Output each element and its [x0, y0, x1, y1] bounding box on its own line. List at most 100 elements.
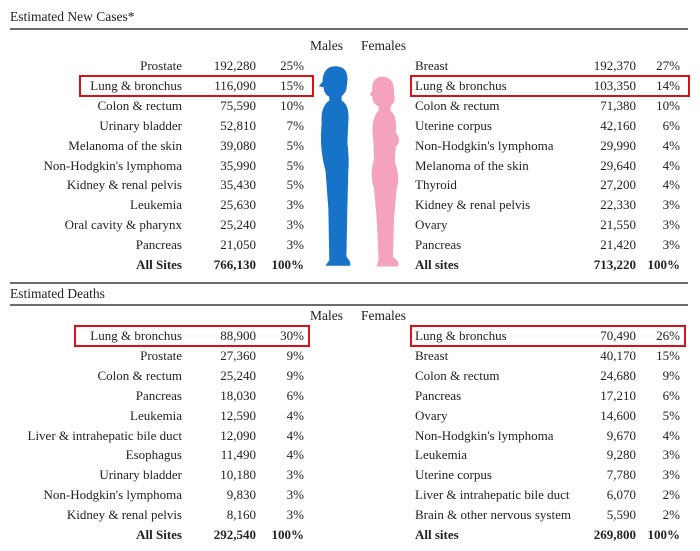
male-count: 8,160: [226, 507, 256, 523]
male-pct: 7%: [286, 117, 304, 133]
table-row-males: Non-Hodgkin's lymphoma 35,990 5%: [0, 156, 700, 176]
table-row-females: Colon & rectum 71,380 10%: [0, 96, 700, 116]
new-cases-females-header: Females: [361, 38, 406, 53]
table-row-males: Leukemia 12,590 4%: [0, 406, 700, 426]
table-row-females: Uterine corpus 42,160 6%: [0, 116, 700, 136]
female-pct: 4%: [662, 427, 680, 443]
female-pct: 3%: [662, 467, 680, 483]
female-count: 713,220: [593, 257, 636, 272]
total-row-females: All sites 713,220 100%: [0, 255, 700, 275]
male-count: 766,130: [213, 257, 256, 272]
table-row-males: Colon & rectum 75,590 10%: [0, 96, 700, 116]
female-pct: 6%: [662, 117, 680, 133]
total-row-males: All Sites 292,540 100%: [0, 525, 700, 545]
male-count: 10,180: [220, 467, 256, 483]
deaths-females-header: Females: [361, 308, 406, 323]
male-count: 75,590: [220, 97, 256, 113]
male-silhouette-icon: [318, 66, 351, 266]
deaths-males-header: Males: [310, 308, 343, 323]
male-count: 25,240: [220, 367, 256, 383]
female-cancer-site: Kidney & renal pelvis: [415, 197, 531, 213]
table-row-males: Leukemia 25,630 3%: [0, 195, 700, 215]
female-pct: 100%: [647, 257, 681, 272]
table-row-females: Pancreas 21,420 3%: [0, 235, 700, 255]
female-cancer-site: All sites: [415, 257, 459, 272]
table-row-males: Non-Hodgkin's lymphoma 9,830 3%: [0, 485, 700, 505]
female-pct: 10%: [656, 97, 680, 113]
table-row-males: Kidney & renal pelvis 35,430 5%: [0, 175, 700, 195]
male-cancer-site: Urinary bladder: [99, 117, 182, 133]
female-pct: 15%: [656, 347, 680, 363]
male-cancer-site: All Sites: [136, 257, 182, 272]
male-count: 292,540: [213, 527, 256, 542]
female-cancer-site: All sites: [415, 527, 459, 542]
table-row-males: Kidney & renal pelvis 8,160 3%: [0, 505, 700, 525]
male-pct: 3%: [286, 507, 304, 523]
male-pct: 9%: [286, 347, 304, 363]
female-pct: 2%: [662, 507, 680, 523]
table-row-females: Melanoma of the skin 29,640 4%: [0, 156, 700, 176]
divider: [10, 304, 688, 306]
female-cancer-site: Ovary: [415, 217, 448, 233]
male-pct: 4%: [286, 447, 304, 463]
male-pct: 3%: [286, 217, 304, 233]
table-row-males: Urinary bladder 52,810 7%: [0, 116, 700, 136]
male-cancer-site: All Sites: [136, 527, 182, 542]
table-row-males: Pancreas 18,030 6%: [0, 386, 700, 406]
male-pct: 3%: [286, 237, 304, 253]
highlight-box: [410, 325, 686, 347]
female-count: 192,370: [593, 58, 636, 73]
male-cancer-site: Lung & bronchus: [90, 328, 182, 343]
male-cancer-site: Esophagus: [125, 447, 182, 463]
table-row-males: Prostate 192,280 25%: [0, 56, 700, 76]
male-pct: 15%: [280, 77, 304, 93]
male-count: 9,830: [226, 487, 256, 503]
male-pct: 30%: [280, 328, 304, 343]
male-cancer-site: Melanoma of the skin: [68, 137, 182, 153]
female-pct: 5%: [662, 407, 680, 423]
male-count: 27,360: [220, 347, 256, 363]
female-count: 29,990: [600, 137, 636, 153]
female-count: 70,490: [600, 328, 636, 343]
table-row-females: Ovary 14,600 5%: [0, 406, 700, 426]
table-row-females: Colon & rectum 24,680 9%: [0, 366, 700, 386]
male-cancer-site: Prostate: [140, 58, 182, 73]
female-count: 6,070: [606, 487, 636, 503]
male-cancer-site: Kidney & renal pelvis: [66, 507, 182, 523]
male-count: 25,240: [220, 217, 256, 233]
male-pct: 3%: [286, 467, 304, 483]
female-cancer-site: Pancreas: [415, 387, 462, 403]
female-cancer-site: Lung & bronchus: [415, 328, 507, 343]
female-cancer-site: Lung & bronchus: [415, 77, 507, 93]
table-row-males: Lung & bronchus 88,900 30%: [0, 326, 700, 346]
male-count: 116,090: [214, 77, 256, 93]
table-row-males: Prostate 27,360 9%: [0, 346, 700, 366]
female-count: 5,590: [606, 507, 636, 523]
table-row-females: Non-Hodgkin's lymphoma 29,990 4%: [0, 136, 700, 156]
male-count: 18,030: [220, 387, 256, 403]
table-row-females: Breast 40,170 15%: [0, 346, 700, 366]
male-pct: 100%: [271, 527, 305, 542]
female-pct: 6%: [662, 387, 680, 403]
table-row-females: Ovary 21,550 3%: [0, 215, 700, 235]
male-count: 11,490: [220, 447, 256, 463]
table-row-females: Kidney & renal pelvis 22,330 3%: [0, 195, 700, 215]
table-row-females: Lung & bronchus 103,350 14%: [0, 76, 700, 96]
female-count: 27,200: [600, 177, 636, 193]
table-row-males: Oral cavity & pharynx 25,240 3%: [0, 215, 700, 235]
male-pct: 3%: [286, 197, 304, 213]
male-pct: 5%: [286, 177, 304, 193]
new-cases-title: Estimated New Cases*: [10, 9, 135, 24]
male-pct: 5%: [286, 137, 304, 153]
female-count: 21,550: [600, 217, 636, 233]
table-row-females: Uterine corpus 7,780 3%: [0, 465, 700, 485]
table-row-females: Breast 192,370 27%: [0, 56, 700, 76]
male-cancer-site: Leukemia: [130, 407, 182, 423]
male-pct: 6%: [286, 387, 304, 403]
table-row-females: Leukemia 9,280 3%: [0, 445, 700, 465]
divider: [10, 282, 688, 284]
female-pct: 4%: [662, 177, 680, 193]
table-row-males: Pancreas 21,050 3%: [0, 235, 700, 255]
table-row-females: Lung & bronchus 70,490 26%: [0, 326, 700, 346]
